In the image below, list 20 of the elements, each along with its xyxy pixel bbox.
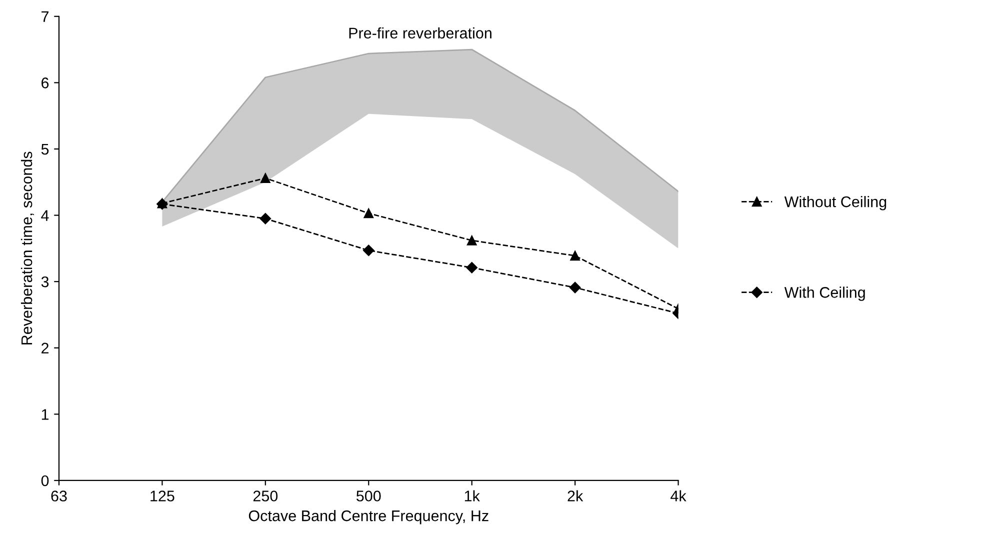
legend-label: Without Ceiling: [784, 196, 886, 210]
x-tick-label: 2k: [568, 490, 584, 502]
y-tick-label: 3: [41, 276, 49, 288]
x-tick-label: 4k: [670, 490, 686, 502]
x-axis-title: Octave Band Centre Frequency, Hz: [248, 510, 488, 524]
x-tick-label: 125: [150, 490, 174, 502]
x-tick-label: 63: [51, 490, 67, 502]
y-tick-label: 4: [41, 210, 49, 221]
series-label: Pre-fire reverberation: [349, 27, 492, 39]
x-tick-label: 500: [356, 490, 381, 502]
y-tick-label: 5: [41, 144, 49, 155]
y-tick-label: 7: [42, 11, 48, 22]
y-tick-label: 2: [42, 342, 48, 354]
y-axis-title: Reverberation time, seconds: [20, 152, 34, 344]
legend-label: With Ceiling: [784, 286, 865, 301]
y-tick-label: 1: [42, 409, 49, 420]
y-tick-label: 0: [41, 475, 49, 486]
y-tick-label: 6: [42, 78, 49, 88]
x-tick-label: 250: [253, 490, 278, 502]
x-tick-label: 1k: [464, 490, 480, 502]
